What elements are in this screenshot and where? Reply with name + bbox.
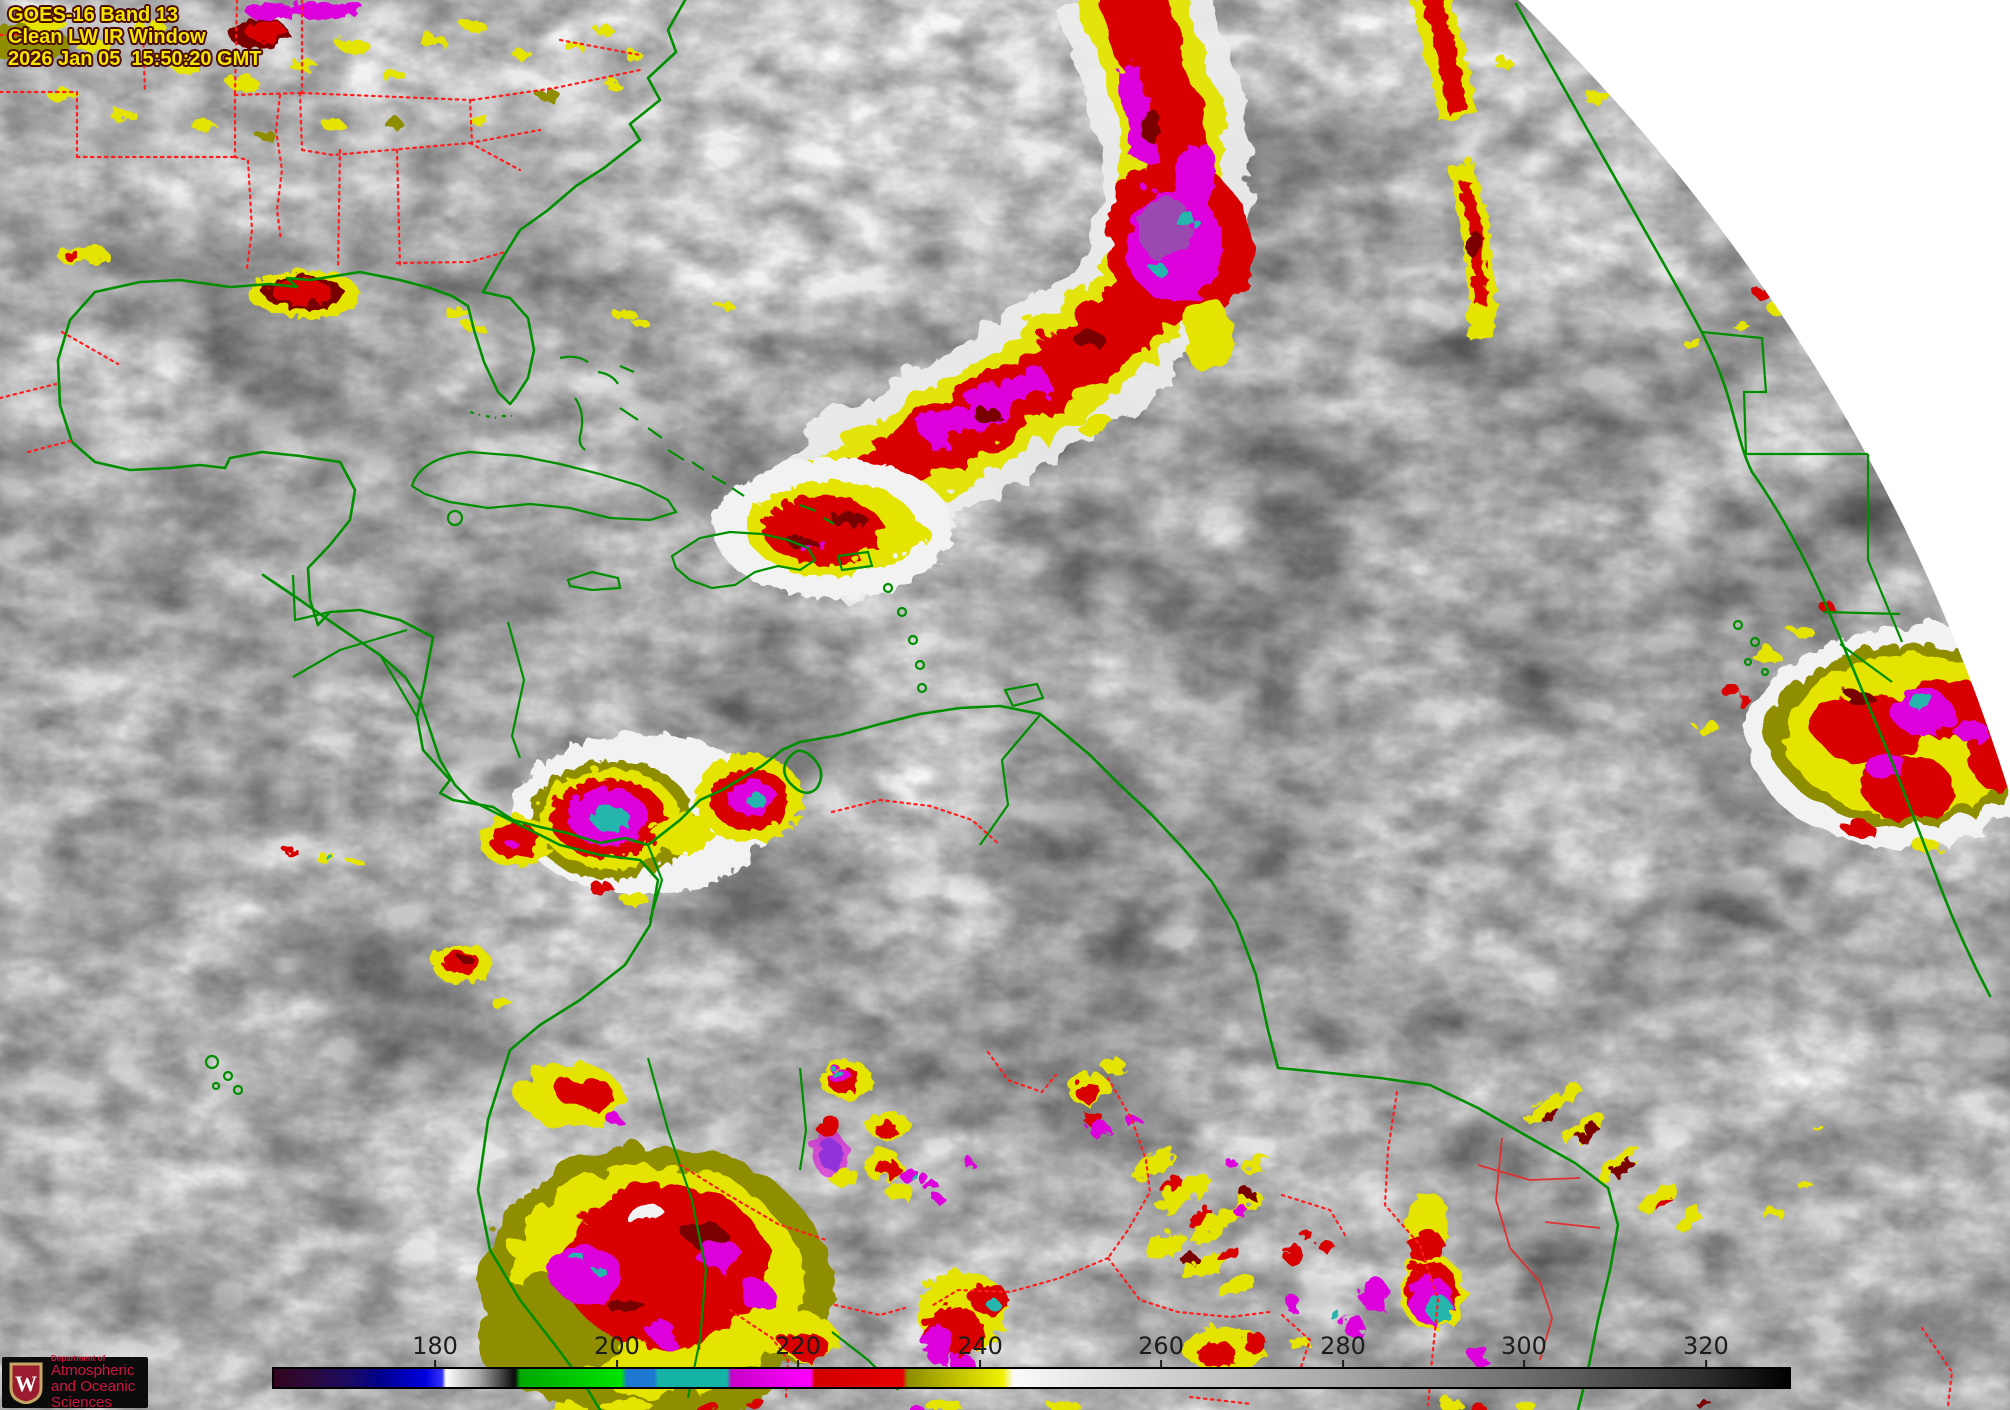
annotation-satellite-band: GOES-16 Band 13 [8,4,179,26]
logo-name-line1: Atmospheric [51,1362,135,1379]
brazil-offshore-streaks [1522,1079,1821,1227]
colorbar-tick-label: 240 [957,1332,1003,1360]
colorbar-tick-label: 220 [775,1332,821,1360]
logo-name-line2: and Oceanic Sciences [51,1378,136,1410]
amazon-west-system [470,1058,851,1410]
bahamas-coastline [559,355,835,525]
coastlines-overlay [56,0,1992,1410]
uw-crest-icon: W [9,1362,43,1405]
logo-text: Department of Atmospheric and Oceanic Sc… [51,1354,148,1410]
colorbar-tick-label: 260 [1138,1332,1184,1360]
temperature-colorbar [272,1367,1791,1389]
africa-itcz-complex [1690,597,2010,849]
brazil-coastal-column [1282,1188,1708,1410]
colorbar-tick-label: 280 [1320,1332,1366,1360]
brazil-east-cells [1128,1143,1265,1294]
sa-inland-borders [291,574,1041,1399]
colorbar-tick-mark [797,1360,800,1367]
colorbar-tick-label: 300 [1501,1332,1547,1360]
colorbar-tick-mark [615,1360,618,1367]
us-cold-tops [0,0,730,330]
hispaniola-convection [710,455,950,595]
colorbar-tick-mark [433,1360,436,1367]
africa-borders [1701,330,1904,683]
uw-aos-logo: W Department of Atmospheric and Oceanic … [2,1354,148,1410]
colorbar-tick: 320 [1683,1334,1729,1367]
colorbar-tick-label: 200 [594,1332,640,1360]
logo-department-label: Department of [51,1354,106,1363]
colorbar-tick-mark [1342,1360,1345,1367]
image-annotation: GOES-16 Band 13 Clean LW IR Window 2026 … [8,4,261,70]
colorbar-tick: 180 [412,1334,458,1367]
colorbar-tick-mark [1160,1360,1163,1367]
pacific-itcz-blob [428,940,508,1006]
colorbar-tick: 300 [1501,1334,1547,1367]
annotation-product: Clean LW IR Window [8,26,206,48]
galapagos-coastline [204,1054,244,1096]
colorbar-tick: 220 [775,1334,821,1367]
colorbar-tick-label: 320 [1683,1332,1729,1360]
svg-text:W: W [15,1371,37,1396]
colorbar-tick: 200 [594,1334,640,1367]
annotation-timestamp: 2026 Jan 05 15:50:20 GMT [8,48,262,70]
colorbar-ticks: 180 200 220 240 260 280 300 [272,1334,1791,1367]
atlantic-itcz-cells [816,1054,1265,1410]
political-borders-overlay [0,0,1954,1408]
secondary-band [1407,0,1781,345]
colorbar-tick-mark [1704,1360,1707,1367]
colorbar-tick: 240 [957,1334,1003,1367]
colorbar-tick-mark [979,1360,981,1367]
colorbar-tick: 260 [1138,1334,1184,1367]
lesser-antilles-coastline [882,582,1045,708]
colorbar-tick: 280 [1320,1334,1366,1367]
colorbar-tick-mark [1522,1360,1525,1367]
earth-limb [1518,0,2010,795]
colorbar-tick-label: 180 [412,1332,458,1360]
cape-verde-coastline [1732,619,1770,677]
